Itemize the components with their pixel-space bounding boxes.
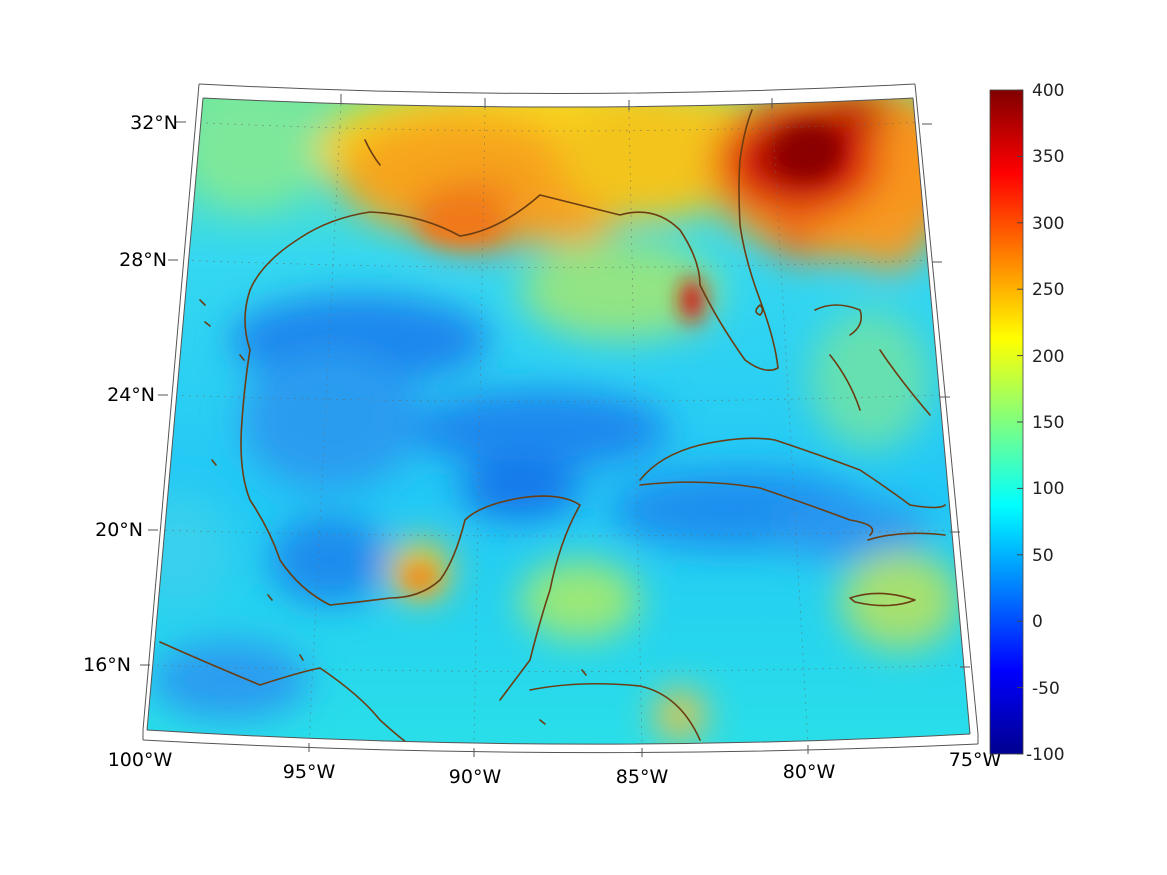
lon-label-85w: 85°W — [616, 766, 669, 788]
colorbar-ticks — [1017, 89, 1023, 755]
colorbar: 400 350 300 250 200 150 100 50 0 -50 -10… — [989, 81, 1065, 765]
lat-label-20n: 20°N — [95, 519, 143, 541]
coastlines — [159, 109, 946, 745]
colorbar-label-neg50: -50 — [1032, 679, 1060, 699]
colorbar-label-neg100: -100 — [1026, 745, 1065, 765]
colorbar-label-200: 200 — [1032, 347, 1064, 367]
map-domain — [147, 98, 970, 745]
colorbar-label-50: 50 — [1032, 546, 1054, 566]
colorbar-label-150: 150 — [1032, 413, 1064, 433]
lon-label-90w: 90°W — [449, 766, 502, 788]
latitude-labels: 32°N 28°N 24°N 20°N 16°N — [83, 112, 178, 676]
graticule — [149, 103, 961, 745]
lon-label-95w: 95°W — [283, 761, 336, 783]
colorbar-label-350: 350 — [1032, 147, 1064, 167]
lon-label-100w: 100°W — [108, 749, 173, 771]
lat-label-32n: 32°N — [130, 112, 178, 134]
lat-label-28n: 28°N — [119, 249, 167, 271]
map-frame — [140, 83, 979, 757]
colorbar-label-250: 250 — [1032, 280, 1064, 300]
lat-label-16n: 16°N — [83, 654, 131, 676]
longitude-labels: 100°W 95°W 90°W 85°W 80°W 75°W — [108, 749, 1002, 788]
lon-label-80w: 80°W — [783, 761, 836, 783]
lon-label-75w: 75°W — [949, 749, 1002, 771]
colorbar-label-400: 400 — [1032, 81, 1064, 101]
lat-label-24n: 24°N — [107, 384, 155, 406]
colorbar-label-0: 0 — [1032, 612, 1043, 632]
colorbar-label-100: 100 — [1032, 479, 1064, 499]
colorbar-label-300: 300 — [1032, 214, 1064, 234]
